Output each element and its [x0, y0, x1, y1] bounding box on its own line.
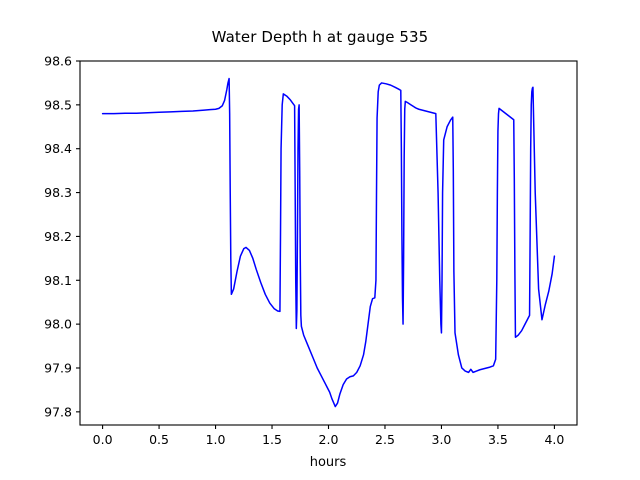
x-tick-label: 0.5	[149, 432, 169, 447]
chart-title: Water Depth h at gauge 535	[211, 28, 429, 46]
y-tick-label: 97.9	[44, 360, 72, 375]
x-tick-label: 0.0	[93, 432, 113, 447]
y-tick-group: 97.8 97.9 98.0 98.1 98.2 98.3 98.4 98.5 98.6	[44, 54, 80, 419]
data-series-line	[101, 77, 556, 408]
plot-background	[80, 61, 577, 425]
y-tick-label: 98.3	[44, 185, 72, 200]
x-tick-label: 3.5	[488, 432, 508, 447]
x-tick-label: 4.0	[544, 432, 564, 447]
x-tick-label: 3.0	[432, 432, 452, 447]
y-tick-label: 98.1	[44, 273, 72, 288]
x-tick-label: 2.0	[319, 432, 339, 447]
x-tick-label: 1.0	[206, 432, 226, 447]
x-tick-group: 0.0 0.5 1.0 1.5 2.0 2.5 3.0 3.5 4.0	[93, 425, 564, 447]
x-axis-label: hours	[310, 455, 347, 470]
y-tick-label: 97.8	[44, 404, 72, 419]
y-tick-label: 98.6	[44, 54, 72, 69]
x-tick-label: 1.5	[262, 432, 282, 447]
x-tick-label: 2.5	[375, 432, 395, 447]
y-tick-label: 98.4	[44, 141, 72, 156]
y-tick-label: 98.5	[44, 97, 72, 112]
y-tick-label: 98.2	[44, 229, 72, 244]
y-tick-label: 98.0	[44, 317, 72, 332]
